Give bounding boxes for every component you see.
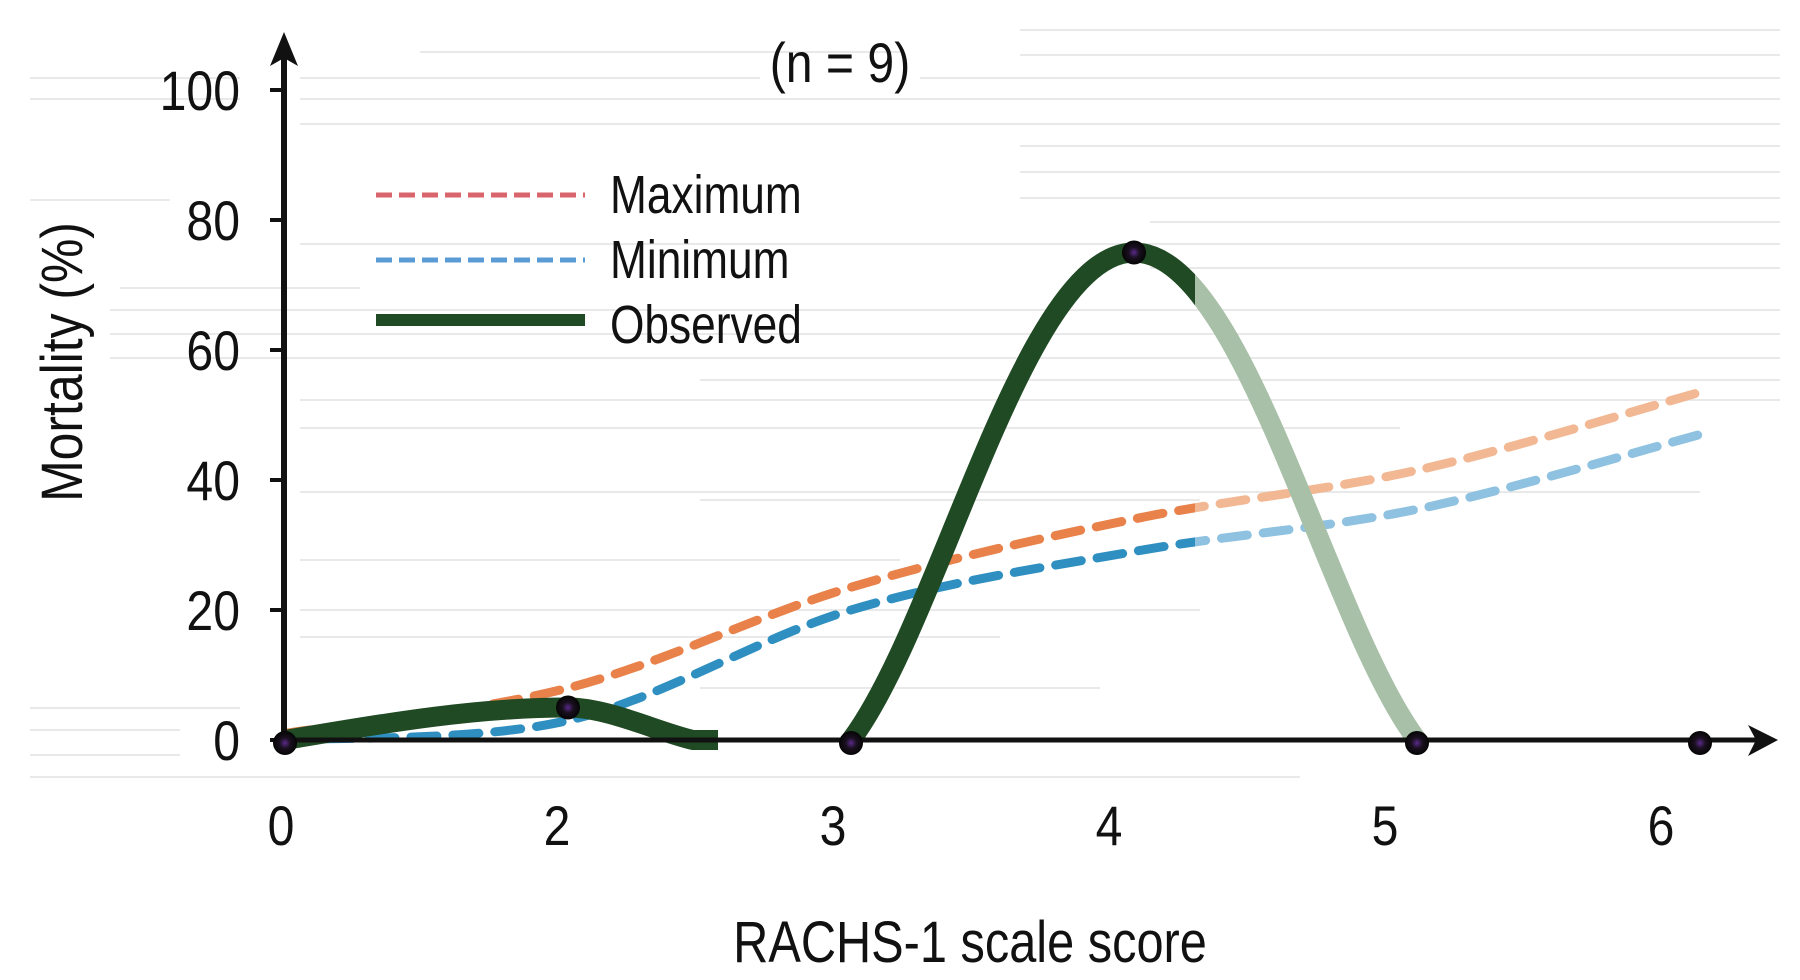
sample-size-annotation: (n = 9) [770, 33, 911, 95]
legend-label-observed: Observed [610, 295, 802, 355]
x-axis-title: RACHS-1 scale score [733, 911, 1207, 975]
x-tick-labels: 0 2 3 4 5 6 [268, 796, 1675, 858]
data-point-observed [839, 731, 863, 755]
legend-item-maximum: Maximum [376, 165, 802, 225]
y-tick-label: 0 [213, 711, 240, 773]
y-tick-label: 80 [186, 191, 240, 253]
y-tick-label: 100 [160, 61, 240, 123]
x-tick-label: 4 [1096, 796, 1123, 858]
data-point-observed [1688, 731, 1712, 755]
legend-label-minimum: Minimum [610, 230, 790, 290]
background-lines [30, 29, 1780, 778]
x-axis-arrow-icon [1748, 725, 1778, 756]
data-point-observed [1122, 240, 1146, 265]
y-axis-arrow-icon [270, 32, 298, 66]
data-point-observed [556, 695, 580, 720]
legend-item-minimum: Minimum [376, 230, 790, 290]
x-tick-label: 3 [820, 796, 847, 858]
series-line-minimum [280, 537, 1195, 745]
y-tick-label: 40 [186, 451, 240, 513]
markers-layer [273, 240, 1712, 755]
x-tick-label: 5 [1372, 796, 1399, 858]
axes [270, 32, 1778, 756]
y-tick-label: 60 [186, 321, 240, 383]
y-tick-labels: 0 20 40 60 80 100 [160, 61, 240, 773]
x-tick-label: 6 [1648, 796, 1675, 858]
series-line-observed [842, 242, 1195, 746]
series-line-observed-faded [1195, 274, 1426, 746]
series-line-maximum [280, 503, 1195, 738]
legend-item-observed: Observed [376, 295, 802, 355]
data-point-observed [1405, 731, 1429, 755]
series-line-minimum-faded [1195, 430, 1705, 547]
legend: Maximum Minimum Observed [376, 165, 802, 355]
y-tick-label: 20 [186, 581, 240, 643]
y-axis-title: Mortality (%) [31, 222, 95, 502]
x-tick-label: 0 [268, 796, 295, 858]
x-tick-label: 2 [544, 796, 571, 858]
data-point-observed [273, 731, 297, 755]
series-line-observed [283, 697, 718, 750]
legend-label-maximum: Maximum [610, 165, 802, 225]
